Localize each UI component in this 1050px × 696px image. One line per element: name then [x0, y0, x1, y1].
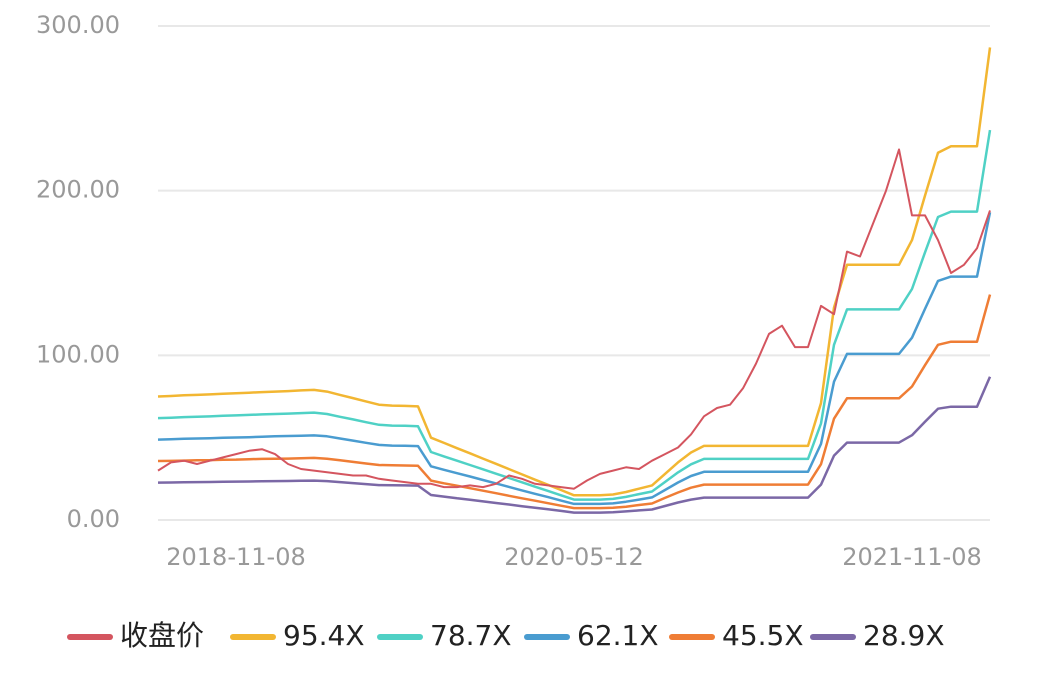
legend-label: 45.5X — [722, 619, 804, 652]
line — [157, 129, 992, 501]
y-tick-label: 200.00 — [36, 176, 120, 204]
y-tick-label: 100.00 — [36, 340, 120, 368]
x-tick-label: 2020-05-12 — [504, 543, 643, 571]
line — [157, 47, 992, 497]
legend-label: 收盘价 — [120, 619, 204, 652]
line — [157, 294, 992, 510]
line — [157, 376, 992, 514]
x-tick-label: 2021-11-08 — [842, 543, 981, 571]
y-tick-label: 0.00 — [67, 505, 120, 533]
line — [157, 212, 992, 506]
legend-label: 62.1X — [577, 619, 659, 652]
legend: 收盘价 95.4X 78.7X 62.1X 45.5X 28.9X — [67, 619, 945, 652]
legend-label: 95.4X — [283, 619, 365, 652]
y-tick-label: 300.00 — [36, 11, 120, 39]
x-tick-label: 2018-11-08 — [166, 543, 305, 571]
line — [157, 148, 991, 490]
legend-label: 78.7X — [430, 619, 512, 652]
legend-label: 28.9X — [863, 619, 945, 652]
